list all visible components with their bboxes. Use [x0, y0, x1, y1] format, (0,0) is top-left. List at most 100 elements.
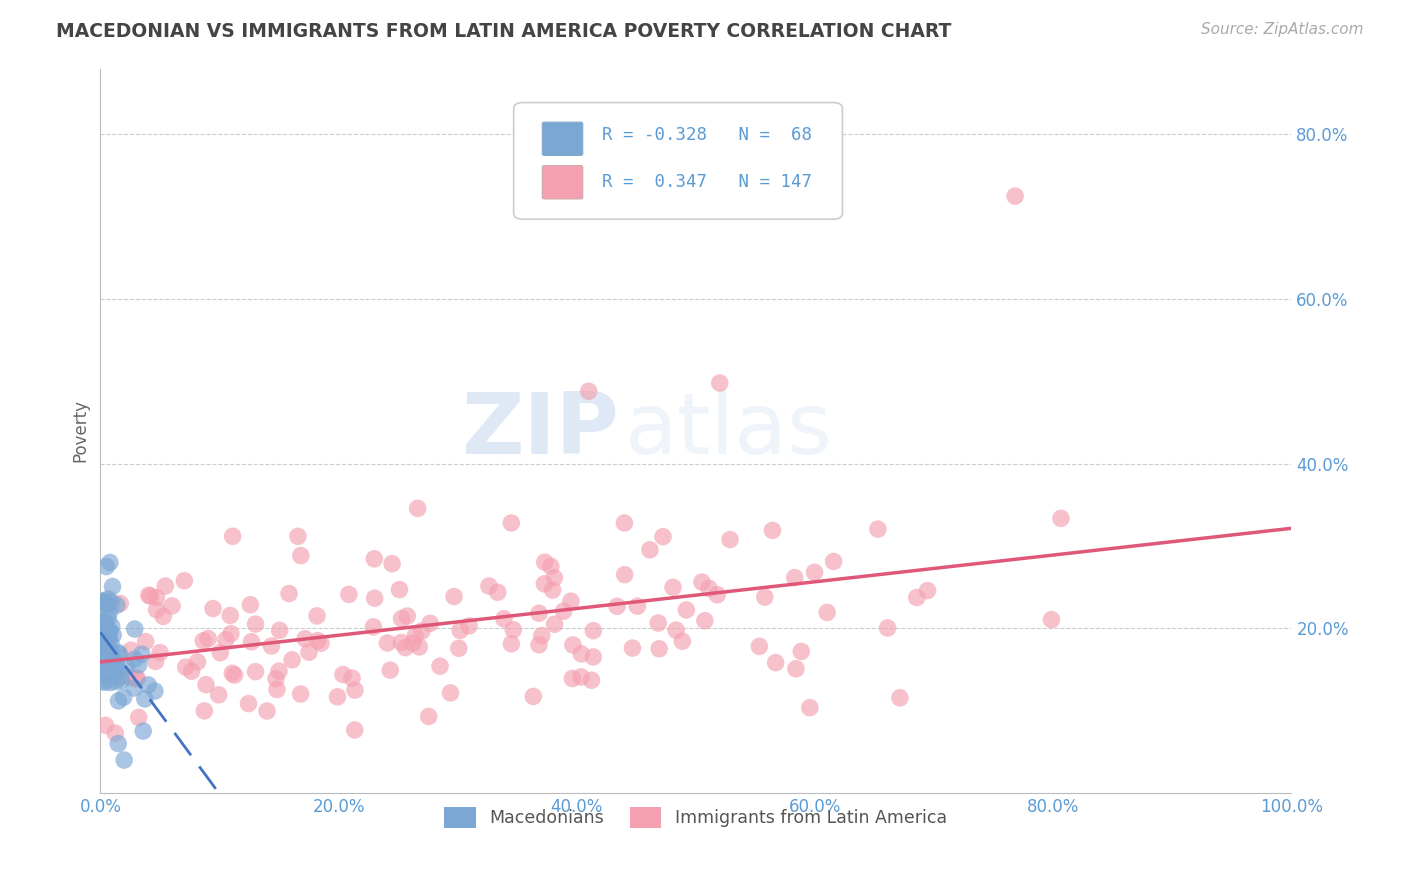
Point	[224, 668, 246, 682]
Point	[97, 628, 120, 642]
Point	[569, 670, 592, 684]
Point	[889, 690, 911, 705]
Point	[671, 634, 693, 648]
Point	[447, 641, 470, 656]
Point	[100, 595, 122, 609]
FancyBboxPatch shape	[543, 166, 582, 199]
Point	[458, 619, 481, 633]
Point	[94, 642, 117, 657]
Point	[429, 659, 451, 673]
Point	[124, 622, 146, 636]
Point	[578, 384, 600, 399]
Point	[90, 615, 112, 629]
Point	[139, 589, 162, 603]
Legend: Macedonians, Immigrants from Latin America: Macedonians, Immigrants from Latin Ameri…	[437, 800, 955, 835]
Point	[560, 594, 582, 608]
Point	[582, 624, 605, 638]
Point	[105, 658, 128, 673]
Point	[110, 596, 132, 610]
Point	[143, 684, 166, 698]
Point	[90, 645, 112, 659]
Point	[706, 588, 728, 602]
Point	[98, 624, 121, 639]
Point	[193, 704, 215, 718]
Point	[219, 626, 242, 640]
Point	[287, 529, 309, 543]
Text: MACEDONIAN VS IMMIGRANTS FROM LATIN AMERICA POVERTY CORRELATION CHART: MACEDONIAN VS IMMIGRANTS FROM LATIN AMER…	[56, 22, 952, 41]
Point	[478, 579, 501, 593]
Point	[221, 666, 243, 681]
Point	[94, 615, 117, 629]
Point	[394, 640, 416, 655]
Point	[97, 611, 120, 625]
Point	[815, 606, 838, 620]
Point	[98, 675, 121, 690]
Point	[337, 587, 360, 601]
Point	[785, 662, 807, 676]
Point	[160, 599, 183, 613]
Point	[419, 616, 441, 631]
Point	[648, 641, 671, 656]
Point	[402, 636, 425, 650]
Point	[876, 621, 898, 635]
Point	[104, 726, 127, 740]
FancyBboxPatch shape	[543, 122, 582, 155]
Point	[174, 660, 197, 674]
Point	[582, 649, 605, 664]
Point	[197, 632, 219, 646]
Point	[363, 620, 385, 634]
Point	[404, 629, 426, 643]
Point	[120, 643, 142, 657]
Point	[100, 650, 122, 665]
Point	[97, 649, 120, 664]
Point	[389, 635, 412, 649]
Point	[533, 555, 555, 569]
FancyBboxPatch shape	[513, 103, 842, 219]
Point	[90, 673, 112, 688]
Point	[449, 624, 471, 638]
Point	[439, 686, 461, 700]
Point	[98, 656, 121, 670]
Point	[665, 623, 688, 637]
Point	[131, 648, 153, 662]
Point	[100, 644, 122, 658]
Point	[135, 634, 157, 648]
Point	[112, 690, 135, 705]
Point	[215, 632, 238, 647]
Point	[260, 639, 283, 653]
Point	[202, 601, 225, 615]
Point	[155, 579, 177, 593]
Point	[613, 567, 636, 582]
Point	[411, 624, 433, 638]
Point	[799, 700, 821, 714]
Point	[110, 673, 132, 688]
Point	[125, 672, 148, 686]
Point	[527, 606, 550, 620]
Point	[486, 585, 509, 599]
Point	[305, 608, 328, 623]
Point	[606, 599, 628, 614]
Point	[540, 559, 562, 574]
Point	[105, 663, 128, 677]
Point	[194, 678, 217, 692]
Point	[363, 551, 385, 566]
Point	[100, 619, 122, 633]
Point	[690, 575, 713, 590]
Point	[90, 664, 112, 678]
Point	[96, 625, 118, 640]
Point	[406, 501, 429, 516]
Point	[208, 688, 231, 702]
Point	[543, 571, 565, 585]
Point	[754, 590, 776, 604]
Point	[343, 683, 366, 698]
Point	[239, 598, 262, 612]
Point	[765, 656, 787, 670]
Point	[530, 629, 553, 643]
Point	[290, 687, 312, 701]
Point	[905, 591, 928, 605]
Point	[149, 646, 172, 660]
Point	[96, 559, 118, 574]
Point	[152, 609, 174, 624]
Point	[761, 524, 783, 538]
Point	[132, 724, 155, 739]
